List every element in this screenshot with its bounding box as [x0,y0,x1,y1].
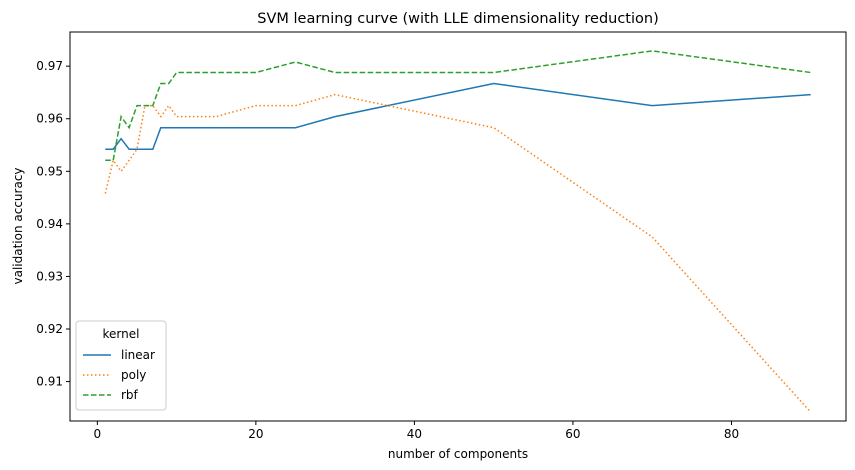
x-tick-label: 60 [565,427,580,441]
y-tick-label: 0.94 [36,217,63,231]
legend-label-linear: linear [121,348,155,362]
legend-label-poly: poly [121,368,146,382]
plot-area [69,31,847,422]
x-tick-label: 40 [407,427,422,441]
y-tick-label: 0.93 [36,269,63,283]
x-tick-label: 0 [94,427,102,441]
series-group [104,50,812,413]
legend-title: kernel [103,327,140,341]
legend-box [75,320,167,411]
y-tick-label: 0.97 [36,59,63,73]
legend-label-rbf: rbf [121,388,139,402]
legend: kernel linear poly rbf [75,320,167,411]
chart-title: SVM learning curve (with LLE dimensional… [257,11,659,27]
plot-frame [69,31,847,422]
y-axis-label: validation accuracy [11,167,25,284]
series-line-rbf [105,50,811,162]
y-tick-label: 0.92 [36,322,63,336]
x-axis-label: number of components [388,447,528,461]
x-axis: 0 20 40 60 80 [94,421,739,441]
x-tick-label: 80 [724,427,739,441]
y-tick-label: 0.95 [36,164,63,178]
series-line-poly [104,93,812,413]
y-axis: 0.91 0.92 0.93 0.94 0.95 0.96 0.97 [36,59,70,389]
y-tick-label: 0.91 [36,375,63,389]
x-tick-label: 20 [248,427,263,441]
series-line-linear [105,82,811,150]
y-tick-label: 0.96 [36,112,63,126]
